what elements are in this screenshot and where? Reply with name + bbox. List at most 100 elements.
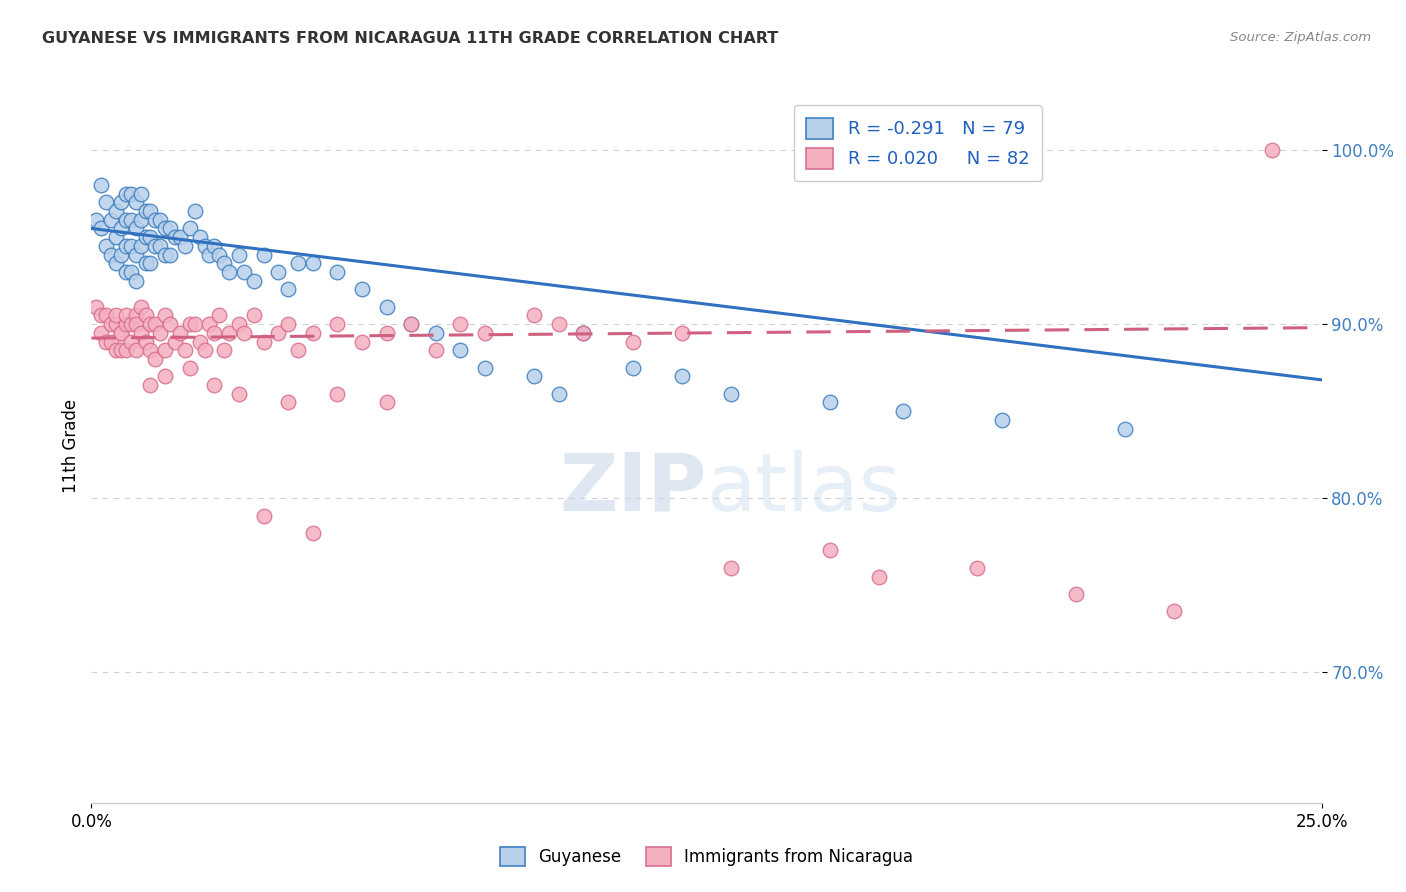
Point — [90, 178, 112, 192]
Point — [399, 317, 422, 331]
Point — [183, 204, 207, 219]
Text: GUYANESE VS IMMIGRANTS FROM NICARAGUA 11TH GRADE CORRELATION CHART: GUYANESE VS IMMIGRANTS FROM NICARAGUA 11… — [42, 31, 779, 46]
Point — [120, 186, 142, 201]
Point — [375, 326, 398, 340]
Point — [100, 334, 122, 349]
Point — [129, 326, 152, 340]
Point — [90, 309, 112, 323]
Point — [326, 386, 349, 401]
Point — [110, 195, 132, 210]
Point — [139, 256, 162, 270]
Point — [425, 326, 447, 340]
Point — [86, 300, 108, 314]
Point — [174, 343, 197, 358]
Point — [720, 386, 742, 401]
Point — [153, 369, 177, 384]
Point — [120, 239, 142, 253]
Point — [1261, 143, 1284, 157]
Point — [145, 317, 166, 331]
Point — [212, 343, 235, 358]
Point — [153, 221, 177, 235]
Point — [449, 317, 471, 331]
Point — [129, 186, 152, 201]
Point — [232, 326, 256, 340]
Point — [169, 230, 191, 244]
Point — [114, 265, 138, 279]
Point — [208, 247, 231, 261]
Point — [1064, 587, 1087, 601]
Point — [120, 212, 142, 227]
Point — [277, 317, 299, 331]
Point — [105, 309, 127, 323]
Point — [218, 326, 240, 340]
Point — [218, 265, 240, 279]
Point — [159, 317, 181, 331]
Point — [124, 343, 146, 358]
Point — [202, 326, 225, 340]
Point — [242, 309, 264, 323]
Point — [149, 326, 172, 340]
Point — [105, 317, 127, 331]
Point — [124, 195, 146, 210]
Point — [375, 300, 398, 314]
Point — [188, 230, 211, 244]
Point — [153, 309, 177, 323]
Text: Source: ZipAtlas.com: Source: ZipAtlas.com — [1230, 31, 1371, 45]
Point — [149, 239, 172, 253]
Point — [198, 247, 221, 261]
Point — [818, 543, 841, 558]
Point — [135, 309, 156, 323]
Point — [149, 212, 172, 227]
Point — [129, 239, 152, 253]
Point — [621, 360, 644, 375]
Point — [868, 569, 890, 583]
Point — [891, 404, 914, 418]
Point — [139, 343, 162, 358]
Point — [96, 239, 117, 253]
Point — [110, 247, 132, 261]
Point — [818, 395, 841, 409]
Point — [1114, 421, 1136, 435]
Point — [228, 247, 250, 261]
Point — [301, 326, 323, 340]
Point — [169, 326, 191, 340]
Point — [572, 326, 595, 340]
Point — [352, 334, 374, 349]
Point — [110, 221, 132, 235]
Point — [110, 326, 132, 340]
Point — [114, 343, 138, 358]
Point — [96, 195, 117, 210]
Point — [105, 204, 127, 219]
Text: ZIP: ZIP — [560, 450, 706, 528]
Point — [135, 230, 156, 244]
Point — [105, 256, 127, 270]
Point — [174, 239, 197, 253]
Point — [96, 334, 117, 349]
Point — [159, 221, 181, 235]
Point — [375, 395, 398, 409]
Point — [86, 212, 108, 227]
Point — [124, 317, 146, 331]
Point — [183, 317, 207, 331]
Point — [153, 343, 177, 358]
Point — [720, 561, 742, 575]
Point — [90, 221, 112, 235]
Point — [90, 326, 112, 340]
Point — [547, 317, 569, 331]
Point — [621, 334, 644, 349]
Point — [277, 395, 299, 409]
Point — [124, 221, 146, 235]
Point — [105, 230, 127, 244]
Point — [572, 326, 595, 340]
Point — [110, 343, 132, 358]
Point — [449, 343, 471, 358]
Point — [232, 265, 256, 279]
Point — [267, 265, 290, 279]
Point — [287, 343, 309, 358]
Point — [114, 186, 138, 201]
Point — [159, 247, 181, 261]
Point — [135, 256, 156, 270]
Point — [523, 309, 546, 323]
Point — [124, 247, 146, 261]
Point — [114, 309, 138, 323]
